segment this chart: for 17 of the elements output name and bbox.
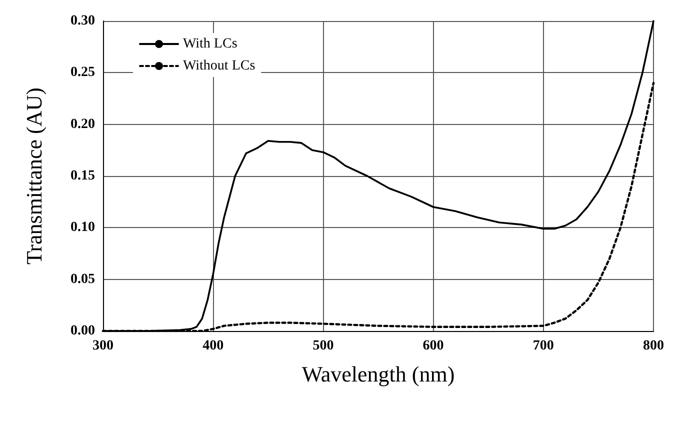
y-axis-title: Transmittance (AU) xyxy=(22,88,46,264)
x-tick-label: 500 xyxy=(312,338,334,354)
x-tick-label: 700 xyxy=(532,338,554,354)
y-tick-label: 0.25 xyxy=(70,65,95,80)
legend-label: With LCs xyxy=(183,36,238,52)
y-tick-label: 0.10 xyxy=(70,220,95,236)
y-tick-label: 0.30 xyxy=(70,14,95,28)
y-tick-label: 0.15 xyxy=(70,168,95,184)
x-tick-label: 600 xyxy=(422,338,444,354)
legend-label: Without LCs xyxy=(183,58,256,74)
x-tick-label: 300 xyxy=(92,338,114,354)
x-tick-label: 400 xyxy=(202,338,224,354)
x-axis-title: Wavelength (nm) xyxy=(302,362,455,386)
y-tick-label: 0.00 xyxy=(70,324,95,338)
y-tick-label: 0.20 xyxy=(70,116,95,132)
y-tick-label: 0.05 xyxy=(70,272,95,287)
x-tick-label: 800 xyxy=(643,338,664,354)
